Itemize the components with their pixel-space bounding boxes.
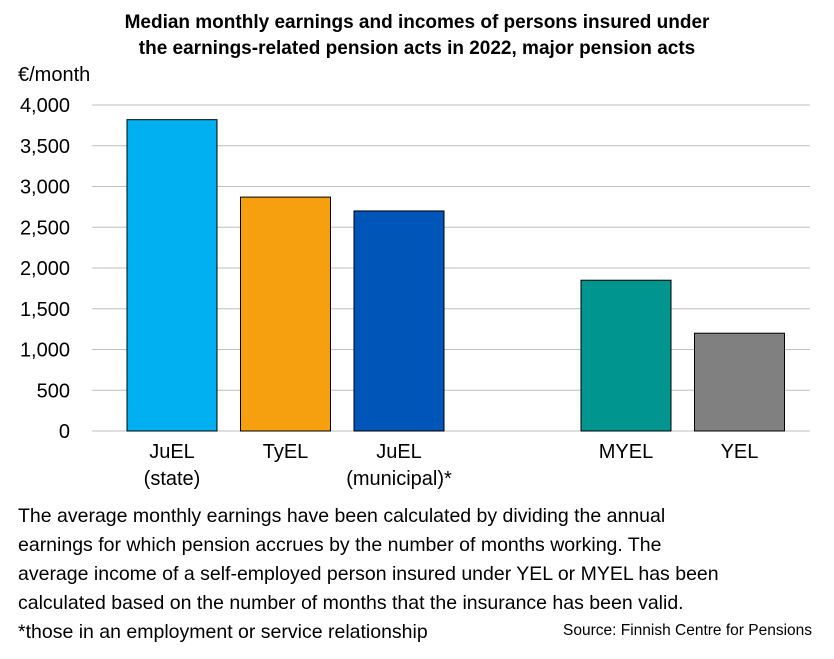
bar	[126, 119, 218, 432]
bar	[353, 210, 445, 432]
x-tick-label: TyEL	[263, 441, 309, 463]
y-tick-label: 2,000	[20, 258, 70, 280]
y-tick-label: 1,500	[20, 299, 70, 321]
y-tick-label: 2,500	[20, 217, 70, 239]
y-tick-label: 0	[59, 421, 70, 443]
chart-title: Median monthly earnings and incomes of p…	[0, 10, 834, 62]
x-tick-label: YEL	[721, 441, 759, 463]
bar	[240, 196, 331, 432]
x-tick-label: MYEL	[599, 441, 653, 463]
footnote-line: The average monthly earnings have been c…	[18, 505, 666, 527]
bar-chart: €/month 0 500 1,000 1,500 2,000 2,500 3,000 3,50…	[18, 64, 810, 490]
footnote-line: *those in an employment or service relat…	[18, 621, 428, 643]
y-axis-label: €/month	[18, 64, 90, 86]
footnote-line: earnings for which pension accrues by th…	[18, 534, 662, 556]
bar	[580, 279, 672, 432]
x-tick-label: JuEL	[149, 441, 195, 463]
y-tick-label: 1,000	[20, 340, 70, 362]
y-tick-label: 3,500	[20, 136, 70, 158]
bar	[694, 332, 785, 432]
x-tick-label: (municipal)*	[346, 468, 452, 490]
chart-title-line-1: Median monthly earnings and incomes of p…	[124, 12, 710, 33]
y-tick-label: 4,000	[20, 95, 70, 117]
source-note: Source: Finnish Centre for Pensions	[563, 622, 812, 639]
x-tick-label: (state)	[144, 468, 201, 490]
footnote-line: average income of a self-employed person…	[18, 563, 719, 585]
footnote-line: calculated based on the number of months…	[18, 592, 684, 614]
footnote: The average monthly earnings have been c…	[18, 502, 818, 647]
chart-title-line-2: the earnings-related pension acts in 202…	[138, 38, 696, 59]
y-tick-label: 500	[37, 380, 70, 402]
x-tick-label: JuEL	[376, 441, 422, 463]
y-tick-label: 3,000	[20, 177, 70, 199]
